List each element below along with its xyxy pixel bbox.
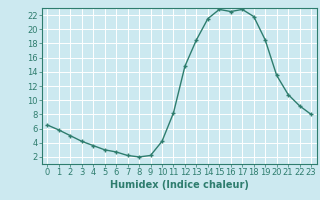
X-axis label: Humidex (Indice chaleur): Humidex (Indice chaleur): [110, 180, 249, 190]
